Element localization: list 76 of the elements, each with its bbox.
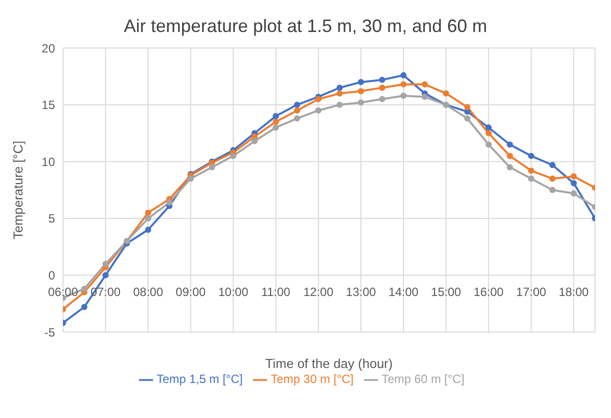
x-tick-label: 11:00 (261, 284, 291, 299)
y-tick-label: 0 (48, 268, 56, 282)
y-tick-label: 15 (42, 98, 56, 112)
y-tick-label: 20 (42, 41, 56, 56)
point (570, 180, 577, 186)
point (486, 124, 492, 131)
point (272, 118, 279, 125)
point (400, 81, 407, 88)
point (272, 124, 279, 131)
point (166, 199, 172, 206)
point (400, 72, 407, 78)
point (442, 90, 450, 97)
point (251, 138, 258, 144)
x-tick-label: 12:00 (303, 284, 334, 299)
point (549, 186, 556, 194)
x-tick-label: 06:00 (48, 284, 78, 299)
point (336, 90, 343, 97)
point (294, 107, 300, 114)
point (315, 96, 322, 102)
y-tick-label: 5 (48, 212, 56, 226)
point (336, 84, 343, 91)
point (528, 168, 534, 174)
point (294, 115, 300, 122)
point (570, 173, 577, 180)
point (272, 113, 279, 120)
legend-label: Temp 1,5 m [°C] (156, 372, 243, 386)
point (145, 215, 152, 222)
x-tick-label: 13:00 (346, 284, 376, 299)
x-tick-label: 15:00 (431, 284, 462, 299)
point (422, 94, 428, 100)
y-tick-label: 10 (42, 154, 56, 169)
point (570, 190, 577, 197)
x-tick-label: 18:00 (558, 284, 590, 299)
point (81, 286, 88, 292)
point (336, 102, 343, 108)
point (506, 141, 513, 148)
point (188, 176, 194, 182)
point (145, 210, 152, 216)
point (506, 164, 513, 170)
x-tick-label: 10:00 (218, 284, 249, 299)
x-tick-label: 09:00 (176, 284, 206, 299)
x-axis-title: Time of the day (hour) (265, 356, 393, 371)
x-tick-label: 14:00 (388, 284, 419, 299)
point (528, 176, 534, 182)
point (379, 84, 386, 91)
point (464, 104, 470, 110)
point (422, 81, 428, 88)
point (230, 152, 236, 160)
point (102, 260, 109, 267)
point (358, 99, 364, 106)
point (400, 92, 407, 99)
x-tick-label: 17:00 (516, 284, 546, 299)
point (358, 78, 364, 86)
point (549, 176, 556, 182)
point (528, 152, 534, 160)
legend-label: Temp 60 m [°C] (382, 372, 464, 386)
point (486, 141, 492, 148)
point (358, 88, 364, 94)
x-tick-label: 16:00 (474, 284, 504, 299)
y-axis-title: Temperature [°C] (10, 140, 26, 240)
point (315, 107, 322, 114)
point (464, 115, 470, 122)
point (145, 226, 152, 233)
point (379, 76, 386, 83)
point (379, 96, 386, 102)
x-tick-label: 08:00 (133, 284, 164, 299)
point (294, 102, 300, 108)
point (102, 272, 109, 278)
point (549, 162, 556, 168)
legend-label: Temp 30 m [°C] (270, 372, 354, 386)
chart-title: Air temperature plot at 1.5 m, 30 m, and 60 m (122, 16, 488, 36)
point (486, 130, 492, 136)
point (506, 152, 513, 160)
point (81, 304, 88, 310)
point (208, 164, 216, 170)
y-tick-label: -5 (44, 325, 56, 340)
